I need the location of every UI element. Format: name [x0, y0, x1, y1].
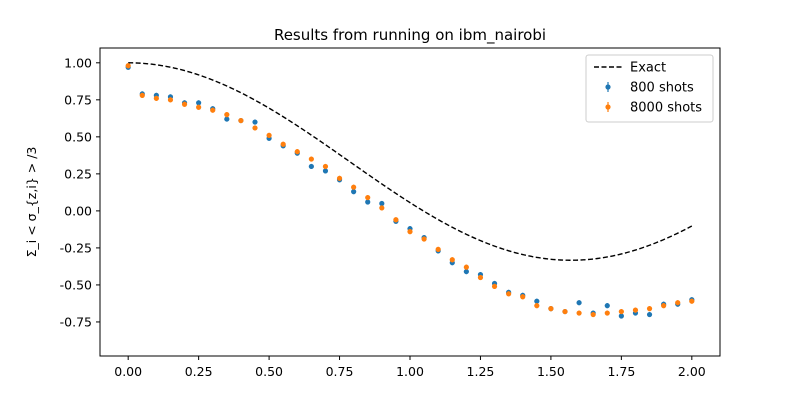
point-8000-shots	[210, 107, 216, 113]
y-tick-label: 0.25	[64, 166, 92, 181]
point-8000-shots	[435, 246, 441, 252]
x-tick-label: 2.00	[678, 364, 706, 379]
legend-label-8000-shots: 8000 shots	[630, 101, 702, 116]
x-axis: 0.00 0.25 0.50 0.75 1.00 1.25 1.50 1.75 2.00	[114, 356, 706, 379]
point-800-shots	[576, 300, 582, 306]
point-8000-shots	[646, 306, 653, 312]
point-800-shots	[646, 311, 653, 318]
point-8000-shots	[604, 310, 610, 316]
point-8000-shots	[506, 291, 512, 297]
y-axis: -0.75 -0.50 -0.25 0.00 0.25 0.50 0.75 1.00	[60, 55, 100, 329]
point-8000-shots	[266, 132, 272, 138]
point-8000-shots	[252, 125, 258, 131]
y-tick-label: -0.75	[60, 314, 92, 329]
point-8000-shots	[562, 308, 568, 315]
point-8000-shots	[379, 205, 385, 211]
legend-swatch-8000-shots	[605, 104, 611, 110]
point-8000-shots	[576, 310, 582, 316]
point-8000-shots	[224, 112, 230, 118]
point-800-shots	[224, 116, 230, 122]
point-800-shots	[351, 189, 357, 195]
point-800-shots	[604, 303, 610, 309]
y-tick-label: -0.50	[60, 277, 92, 292]
exact-curve	[128, 62, 693, 261]
point-8000-shots	[365, 194, 371, 201]
point-800-shots	[534, 298, 540, 304]
x-tick-label: 0.75	[326, 364, 354, 379]
point-8000-shots	[308, 156, 314, 162]
point-8000-shots	[477, 274, 484, 281]
y-tick-label: 0.00	[64, 203, 92, 218]
y-axis-label: Σ_i < σ_{z,i} > /3	[24, 147, 39, 258]
point-8000-shots	[407, 229, 413, 235]
legend-box	[585, 54, 714, 123]
chart-title: Results from running on ibm_nairobi	[274, 26, 546, 45]
legend-label-exact: Exact	[630, 61, 666, 76]
point-8000-shots	[322, 163, 329, 170]
x-tick-label: 1.75	[607, 364, 635, 379]
x-tick-label: 0.50	[255, 364, 283, 379]
point-8000-shots	[534, 303, 540, 309]
x-tick-label: 1.50	[537, 364, 565, 379]
point-8000-shots	[618, 308, 624, 315]
point-8000-shots	[238, 117, 244, 124]
point-8000-shots	[393, 217, 399, 223]
y-tick-label: 1.00	[64, 55, 92, 70]
point-800-shots	[618, 313, 624, 319]
x-tick-label: 1.25	[467, 364, 495, 379]
point-8000-shots	[520, 294, 526, 300]
legend-label-800-shots: 800 shots	[630, 81, 694, 96]
point-8000-shots	[463, 264, 469, 270]
legend: Exact 800 shots 8000 shots	[585, 54, 714, 123]
point-8000-shots	[675, 300, 681, 306]
point-8000-shots	[125, 63, 131, 69]
point-8000-shots	[548, 306, 554, 312]
point-8000-shots	[167, 97, 174, 103]
x-tick-label: 1.00	[396, 364, 424, 379]
point-8000-shots	[689, 298, 695, 304]
point-800-shots	[463, 268, 469, 275]
point-8000-shots	[336, 175, 343, 181]
x-tick-label: 0.25	[185, 364, 213, 379]
legend-swatch-800-shots	[605, 84, 611, 90]
point-800-shots	[308, 163, 314, 170]
point-8000-shots	[421, 236, 427, 242]
point-800-shots	[252, 119, 258, 125]
point-8000-shots	[280, 141, 286, 147]
point-8000-shots	[491, 283, 498, 290]
chart-marks	[125, 62, 695, 319]
point-8000-shots	[351, 184, 357, 190]
point-8000-shots	[661, 303, 667, 309]
point-8000-shots	[449, 257, 455, 263]
y-tick-label: -0.25	[60, 240, 92, 255]
point-8000-shots	[196, 104, 202, 110]
point-8000-shots	[153, 95, 159, 101]
point-800-shots	[365, 199, 371, 205]
y-tick-label: 0.50	[64, 129, 92, 144]
point-800-shots	[379, 200, 385, 207]
y-tick-label: 0.75	[64, 92, 92, 107]
point-800-shots	[196, 100, 202, 106]
x-tick-label: 0.00	[114, 364, 142, 379]
point-8000-shots	[590, 311, 596, 318]
point-8000-shots	[139, 92, 145, 98]
point-800-shots	[322, 168, 329, 174]
point-8000-shots	[294, 149, 300, 155]
point-8000-shots	[181, 101, 188, 107]
point-8000-shots	[632, 307, 639, 313]
